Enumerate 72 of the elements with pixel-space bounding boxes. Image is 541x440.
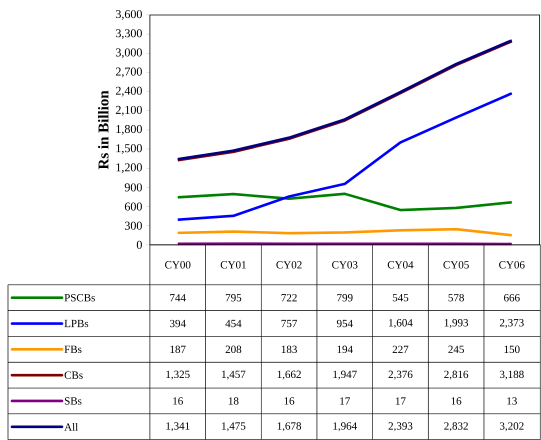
data-label: 545: [392, 294, 408, 302]
data-label: 208: [226, 346, 242, 354]
data-label: 795: [226, 294, 242, 302]
data-label: 2,832: [444, 422, 468, 432]
x-tick-label: CY03: [332, 261, 358, 269]
data-label: 2,393: [388, 422, 412, 432]
data-label: 16: [284, 397, 294, 405]
data-label: 1,678: [278, 422, 302, 432]
data-label: 18: [228, 397, 238, 405]
data-label: 17: [396, 397, 406, 405]
y-tick-label: 600: [124, 202, 142, 211]
line-series: [176, 228, 514, 237]
legend-label: SBs: [64, 397, 82, 405]
data-label: 16: [173, 397, 183, 405]
y-tick-label: 900: [124, 183, 142, 192]
data-label: 1,325: [166, 370, 190, 380]
x-tick-label: CY06: [499, 261, 525, 269]
data-label: 227: [392, 346, 408, 353]
data-label: 245: [448, 346, 464, 354]
legend-label: PSCBs: [64, 294, 95, 302]
x-tick-label: CY00: [165, 261, 190, 269]
y-tick-label: 0: [136, 240, 142, 249]
y-tick-label: 2,700: [116, 68, 142, 78]
x-tick-label: CY02: [276, 261, 302, 269]
data-label: 799: [337, 294, 353, 302]
data-label: 1,604: [389, 319, 413, 328]
data-label: 1,341: [166, 422, 190, 432]
data-label: 2,373: [500, 319, 524, 328]
y-tick-label: 1,200: [116, 163, 142, 174]
x-tick-label: CY04: [388, 261, 414, 269]
legend-label: CBs: [64, 371, 83, 379]
y-tick-label: 300: [124, 222, 142, 230]
y-tick-label: 2,100: [116, 106, 142, 116]
data-label: 1,964: [333, 422, 357, 432]
data-label: 1,947: [333, 370, 357, 380]
legend-label: LPBs: [64, 320, 88, 328]
y-tick-label: 1,800: [116, 124, 142, 135]
x-tick-label: CY05: [443, 261, 469, 269]
data-label: 578: [448, 294, 464, 302]
data-label: 1,457: [222, 370, 246, 380]
data-label: 16: [452, 397, 462, 405]
data-label: 722: [282, 294, 297, 302]
line-series: [176, 192, 514, 212]
y-tick-label: 3,300: [116, 29, 142, 40]
data-label: 183: [282, 346, 297, 354]
data-label: 1,475: [222, 422, 246, 432]
data-label: 2,816: [444, 370, 468, 380]
data-label: 13: [507, 397, 517, 405]
legend-label: FBs: [64, 346, 82, 353]
y-tick-label: 3,000: [116, 48, 142, 58]
data-label: 666: [504, 294, 520, 302]
data-label: 150: [504, 346, 520, 354]
data-label: 454: [225, 320, 242, 328]
y-tick-label: 2,400: [116, 86, 142, 96]
data-label: 1,662: [278, 370, 301, 380]
line-series: [176, 92, 514, 221]
legend-label: All: [64, 422, 78, 431]
data-label: 394: [170, 320, 186, 328]
data-label: 744: [170, 294, 186, 302]
data-label: 17: [340, 397, 350, 405]
data-label: 194: [338, 346, 353, 354]
data-label: 954: [336, 320, 353, 328]
data-label: 3,202: [500, 422, 524, 432]
data-label: 2,376: [388, 370, 412, 380]
y-tick-label: 3,600: [116, 10, 142, 20]
data-label: 187: [170, 346, 186, 354]
data-label: 1,993: [444, 319, 468, 328]
data-label: 757: [282, 320, 298, 328]
y-tick-label: 1,500: [116, 144, 142, 154]
x-tick-label: CY01: [220, 261, 246, 269]
y-axis-title: Rs in Billion: [98, 90, 109, 170]
data-label: 3,188: [500, 370, 524, 380]
